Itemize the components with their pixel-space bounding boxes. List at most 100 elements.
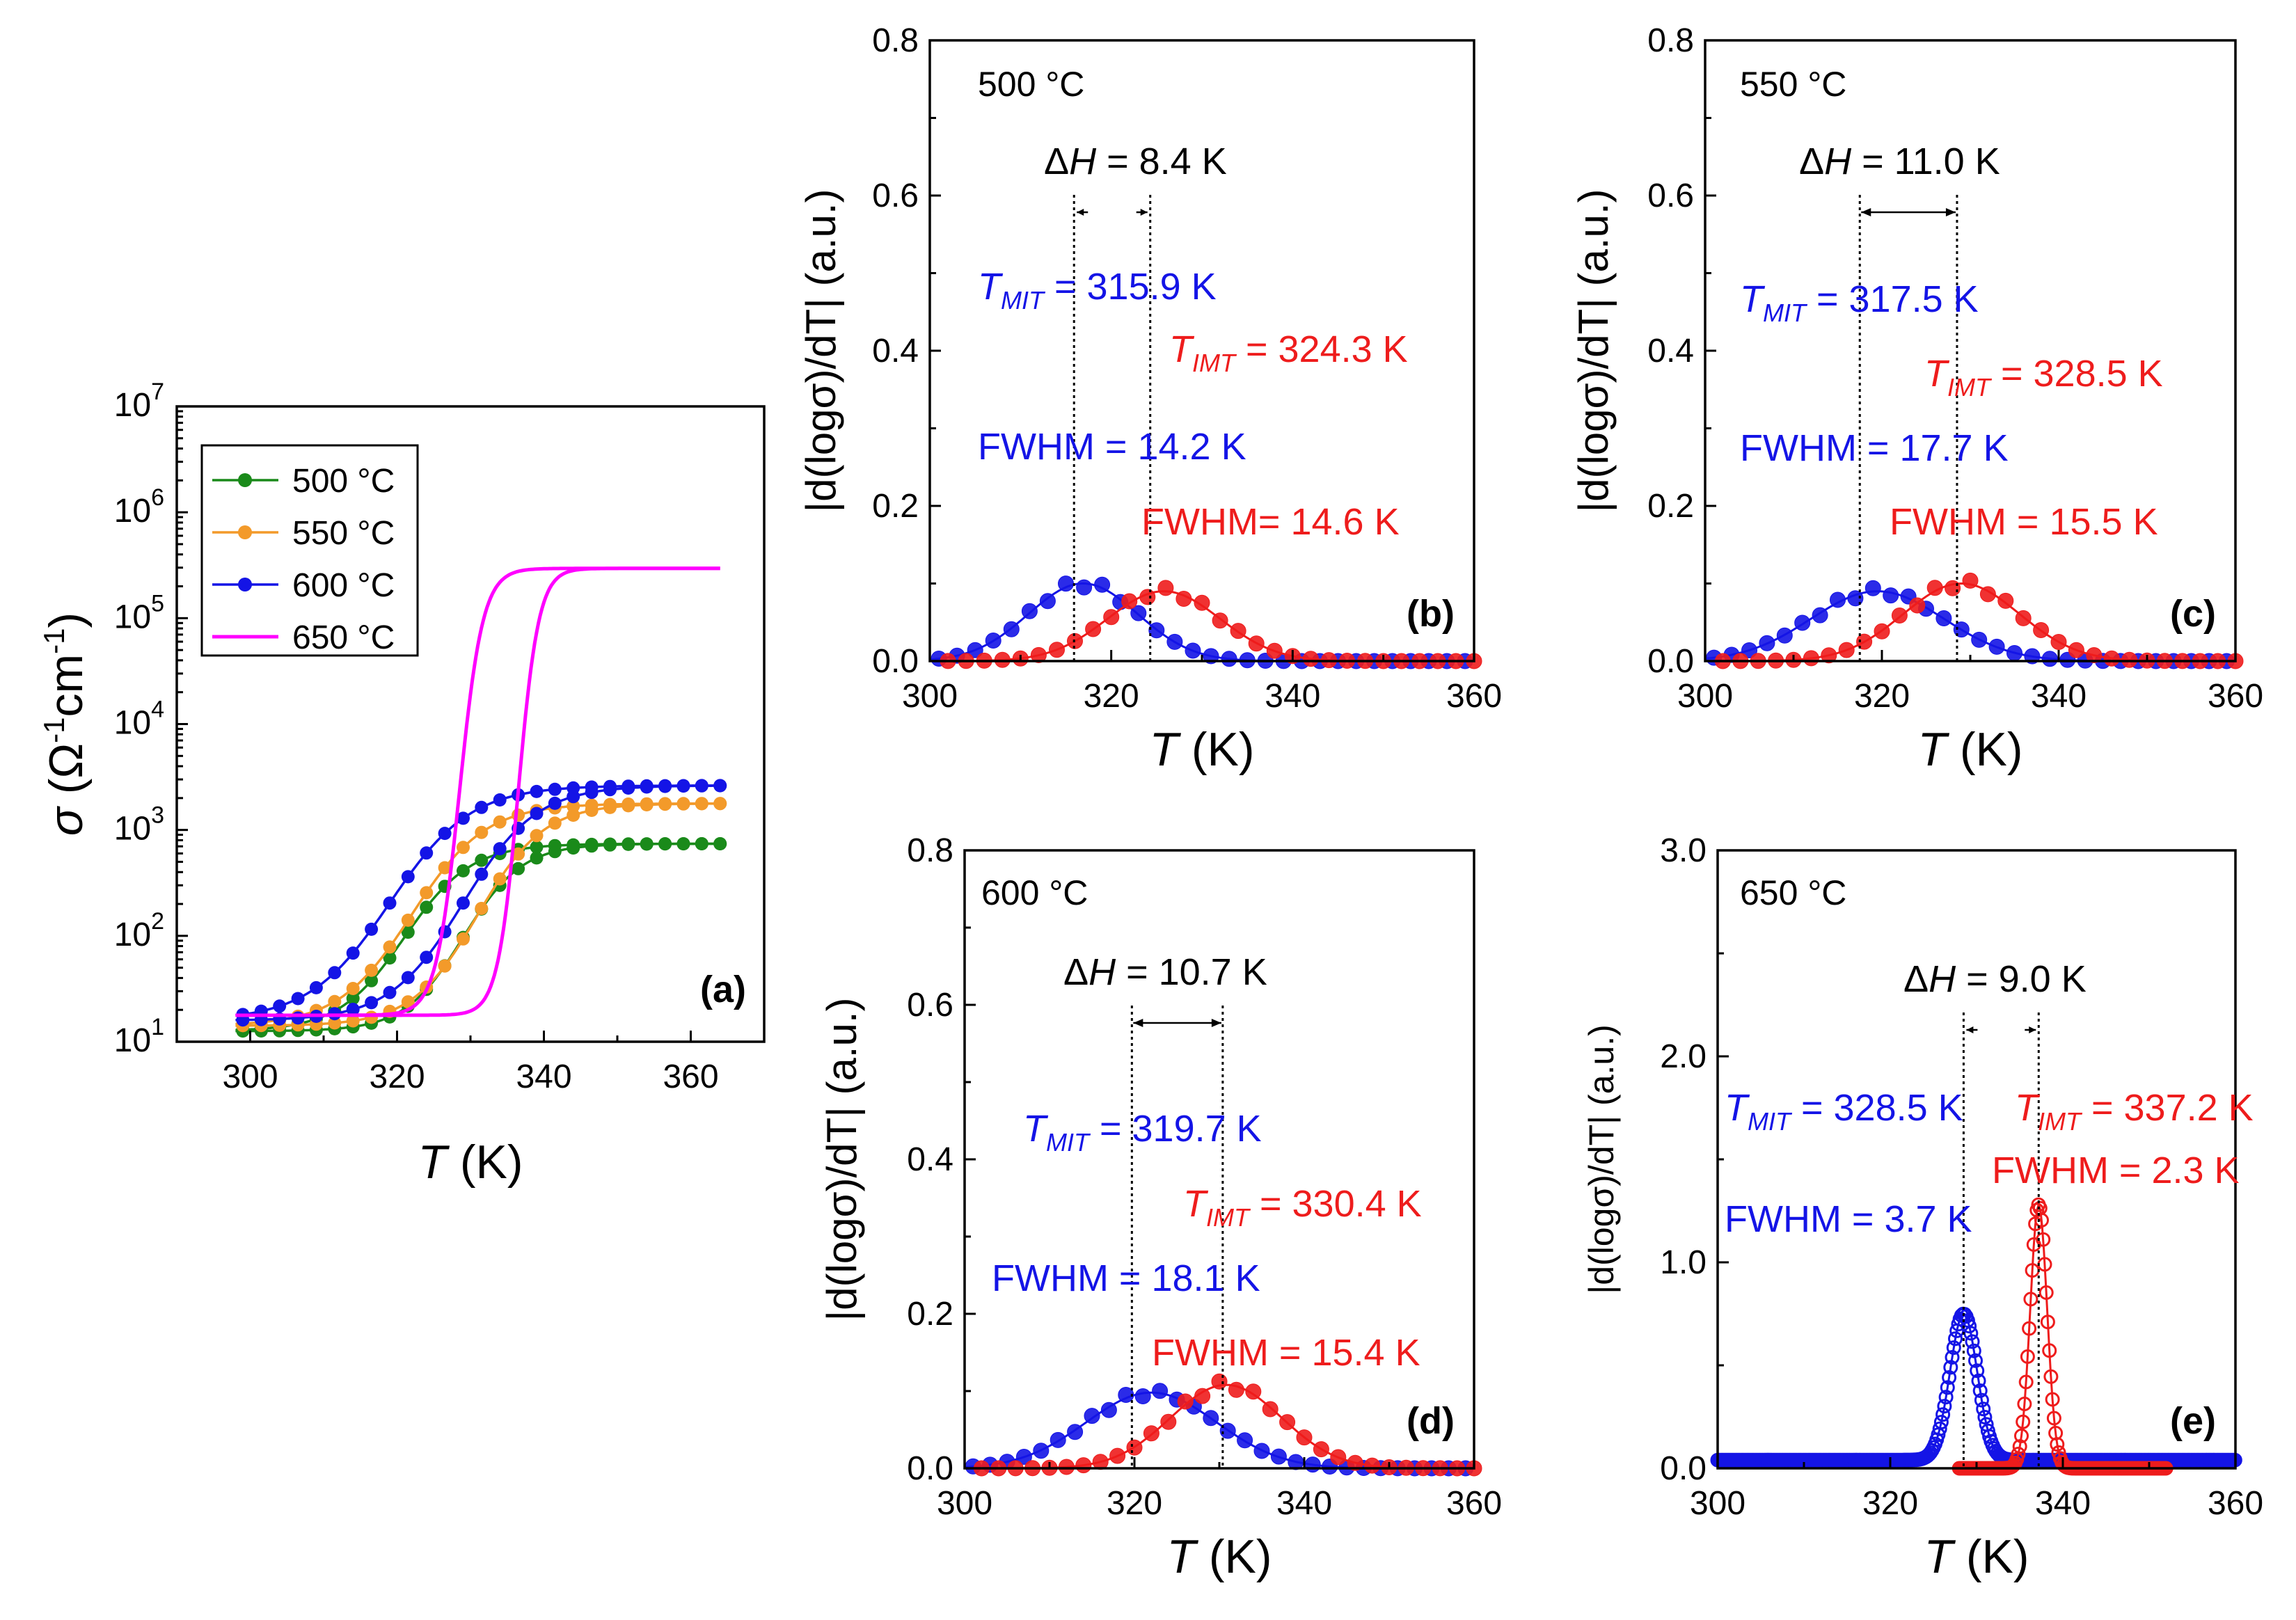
data-point (438, 959, 452, 973)
y-tick-label: 1.0 (1660, 1244, 1707, 1281)
data-point (1948, 1331, 1963, 1347)
data-point (1803, 650, 1819, 667)
y-axis-unit: (Ω (40, 743, 93, 807)
data-point (2038, 1285, 2054, 1300)
fwhm-red-label: FWHM = 2.3 K (1992, 1150, 2240, 1191)
data-point (328, 1016, 342, 1030)
x-tick-label: 340 (1265, 678, 1320, 715)
timt-sub: IMT (2038, 1107, 2083, 1136)
series-blue (1710, 1306, 2242, 1468)
x-tick-label: 320 (1107, 1485, 1162, 1522)
data-point (346, 1003, 360, 1016)
x-axis-label: T (K) (1917, 723, 2022, 776)
data-point (603, 837, 617, 851)
data-point (2017, 1397, 2032, 1411)
x-tick-label: 340 (516, 1058, 571, 1095)
data-point (676, 797, 690, 811)
y-tick-label: 105 (114, 590, 164, 635)
data-point (1221, 651, 1237, 667)
data-point (1049, 642, 1065, 658)
timt-sub: IMT (1192, 349, 1237, 377)
data-point (457, 841, 470, 855)
x-tick-label: 300 (937, 1485, 992, 1522)
data-point (401, 913, 415, 927)
data-point (346, 982, 360, 995)
y-tick-label: 0.0 (872, 643, 919, 680)
data-point (1175, 591, 1192, 607)
y-tick-label: 0.6 (907, 987, 953, 1024)
data-point (1058, 575, 1074, 592)
fwhm-blue-label: FWHM = 18.1 K (992, 1257, 1260, 1299)
tmit-var: T (1740, 278, 1766, 320)
data-point (1313, 1441, 1329, 1458)
data-point (2014, 1428, 2029, 1443)
data-point (713, 837, 727, 850)
data-point (401, 971, 415, 985)
data-point (365, 922, 379, 936)
fit-curve (1705, 582, 2235, 662)
timt-label: TIMT = 328.5 K (1924, 353, 2163, 402)
data-point (1932, 1421, 1947, 1436)
x-axis-unit: (K) (1196, 1530, 1272, 1583)
y-tick-base: 10 (114, 811, 151, 848)
data-point (2121, 651, 2138, 668)
y-tick-base: 10 (114, 916, 151, 953)
x-tick-label: 300 (1677, 678, 1733, 715)
delta-h-arrowheads (1861, 208, 1956, 216)
delta-value: = 11.0 K (1851, 141, 2000, 182)
panel-e: 300 320 340 360 0.0 1.0 2.0 3.0 T (K) |d(logσ)/dT… (1582, 832, 2263, 1583)
data-point (2086, 647, 2103, 663)
data-point (1945, 1350, 1960, 1365)
y-tick-label: 0.6 (872, 177, 919, 214)
fwhm-red-label: FWHM= 14.6 K (1141, 501, 1400, 543)
data-point (1966, 1343, 1981, 1358)
data-point (2023, 1292, 2038, 1307)
x-tick-label: 360 (1446, 678, 1502, 715)
data-point (1937, 1399, 1952, 1414)
data-point (2012, 1439, 2027, 1454)
tmit-value: = 328.5 K (1791, 1087, 1963, 1129)
data-point (1776, 627, 1793, 644)
delta-var: H (1069, 141, 1097, 182)
tmit-value: = 315.9 K (1044, 266, 1217, 308)
data-point (1177, 1393, 1194, 1410)
data-point (1266, 642, 1283, 659)
data-point (1883, 587, 1899, 604)
timt-sub: IMT (1206, 1203, 1251, 1232)
data-point (695, 779, 708, 793)
data-point (548, 796, 562, 810)
series-1 (235, 837, 727, 1038)
data-point (1741, 642, 1757, 658)
data-point (1015, 1449, 1032, 1465)
data-point (1121, 593, 1138, 610)
data-point (420, 886, 434, 900)
data-point (1364, 1457, 1381, 1474)
data-point (1203, 1410, 1219, 1427)
y-tick-label: 0.4 (907, 1141, 953, 1178)
data-point (346, 1014, 360, 1028)
data-point (2051, 1445, 2066, 1460)
data-point (1230, 623, 1246, 640)
y-tick-label: 0.8 (872, 22, 919, 59)
tmit-label: TMIT = 315.9 K (978, 266, 1217, 315)
y-axis-unit: cm (40, 654, 93, 717)
curve-cooling (235, 784, 720, 1017)
legend-entry: 500 °C (292, 463, 395, 500)
curve-cooling (235, 566, 720, 1017)
data-point (1864, 580, 1881, 596)
data-point (2033, 622, 2050, 638)
data-point (1935, 1407, 1951, 1422)
data-point (273, 999, 287, 1013)
data-point (1185, 642, 1201, 659)
x-tick-label: 300 (222, 1058, 278, 1095)
delta-value: = 8.4 K (1096, 141, 1227, 182)
data-point (1977, 1410, 1993, 1424)
tmit-var: T (978, 266, 1004, 308)
data-point (383, 951, 397, 965)
data-point (1100, 1401, 1117, 1418)
x-axis-unit: (K) (1953, 1530, 2029, 1583)
data-point (1253, 1443, 1270, 1459)
data-point (695, 837, 708, 850)
data-point (1856, 633, 1873, 650)
x-axis-var: T (418, 1136, 450, 1189)
